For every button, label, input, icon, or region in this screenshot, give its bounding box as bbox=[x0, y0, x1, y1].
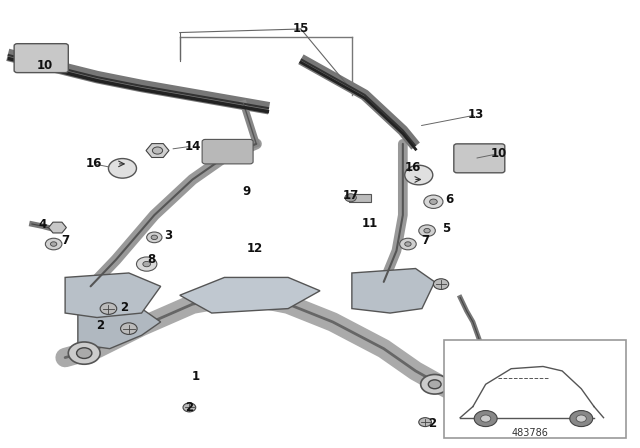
Circle shape bbox=[120, 323, 137, 334]
Circle shape bbox=[399, 238, 416, 250]
Text: 1: 1 bbox=[191, 370, 200, 383]
Circle shape bbox=[136, 257, 157, 271]
FancyBboxPatch shape bbox=[202, 139, 253, 164]
Circle shape bbox=[570, 410, 593, 426]
Circle shape bbox=[420, 375, 449, 394]
Circle shape bbox=[419, 418, 431, 426]
Text: 16: 16 bbox=[86, 157, 102, 170]
Circle shape bbox=[404, 242, 411, 246]
Text: 17: 17 bbox=[342, 189, 358, 202]
Text: 2: 2 bbox=[428, 417, 436, 430]
Polygon shape bbox=[146, 144, 169, 158]
Text: 12: 12 bbox=[247, 242, 263, 255]
Text: 10: 10 bbox=[36, 60, 53, 73]
Circle shape bbox=[428, 380, 441, 389]
Text: 7: 7 bbox=[421, 234, 429, 247]
Circle shape bbox=[152, 147, 163, 154]
Text: 13: 13 bbox=[468, 108, 484, 121]
Circle shape bbox=[45, 238, 62, 250]
Circle shape bbox=[424, 228, 430, 233]
Text: 7: 7 bbox=[61, 234, 69, 247]
Polygon shape bbox=[65, 273, 161, 318]
Circle shape bbox=[419, 225, 435, 237]
FancyBboxPatch shape bbox=[454, 144, 505, 173]
Circle shape bbox=[404, 165, 433, 185]
Polygon shape bbox=[49, 222, 67, 233]
Text: 15: 15 bbox=[292, 22, 309, 35]
Circle shape bbox=[147, 232, 162, 243]
Text: 9: 9 bbox=[243, 185, 251, 198]
Circle shape bbox=[433, 279, 449, 289]
Circle shape bbox=[183, 403, 196, 412]
Text: 14: 14 bbox=[184, 140, 201, 153]
Circle shape bbox=[51, 242, 57, 246]
Text: 2: 2 bbox=[96, 319, 104, 332]
Circle shape bbox=[481, 415, 491, 422]
Text: 16: 16 bbox=[404, 161, 420, 174]
Bar bbox=[444, 340, 626, 438]
Text: 5: 5 bbox=[442, 222, 451, 235]
Circle shape bbox=[151, 235, 157, 240]
Text: 483786: 483786 bbox=[512, 428, 548, 438]
Circle shape bbox=[345, 194, 356, 202]
Circle shape bbox=[474, 410, 497, 426]
Polygon shape bbox=[180, 277, 320, 313]
Circle shape bbox=[77, 348, 92, 358]
Polygon shape bbox=[78, 309, 161, 349]
Text: 2: 2 bbox=[120, 301, 129, 314]
Text: 6: 6 bbox=[445, 193, 454, 206]
Circle shape bbox=[108, 159, 136, 178]
Text: 4: 4 bbox=[38, 218, 47, 231]
Text: 3: 3 bbox=[164, 228, 172, 241]
Circle shape bbox=[68, 342, 100, 364]
Circle shape bbox=[429, 199, 437, 204]
Circle shape bbox=[424, 195, 443, 208]
Text: 2: 2 bbox=[186, 401, 193, 414]
Circle shape bbox=[576, 415, 586, 422]
Circle shape bbox=[100, 303, 116, 314]
Polygon shape bbox=[352, 268, 435, 313]
Text: 11: 11 bbox=[362, 217, 378, 230]
Circle shape bbox=[143, 261, 150, 267]
Text: 8: 8 bbox=[147, 253, 156, 266]
Bar bbox=[349, 194, 371, 202]
FancyBboxPatch shape bbox=[14, 44, 68, 73]
Text: 10: 10 bbox=[490, 147, 506, 160]
